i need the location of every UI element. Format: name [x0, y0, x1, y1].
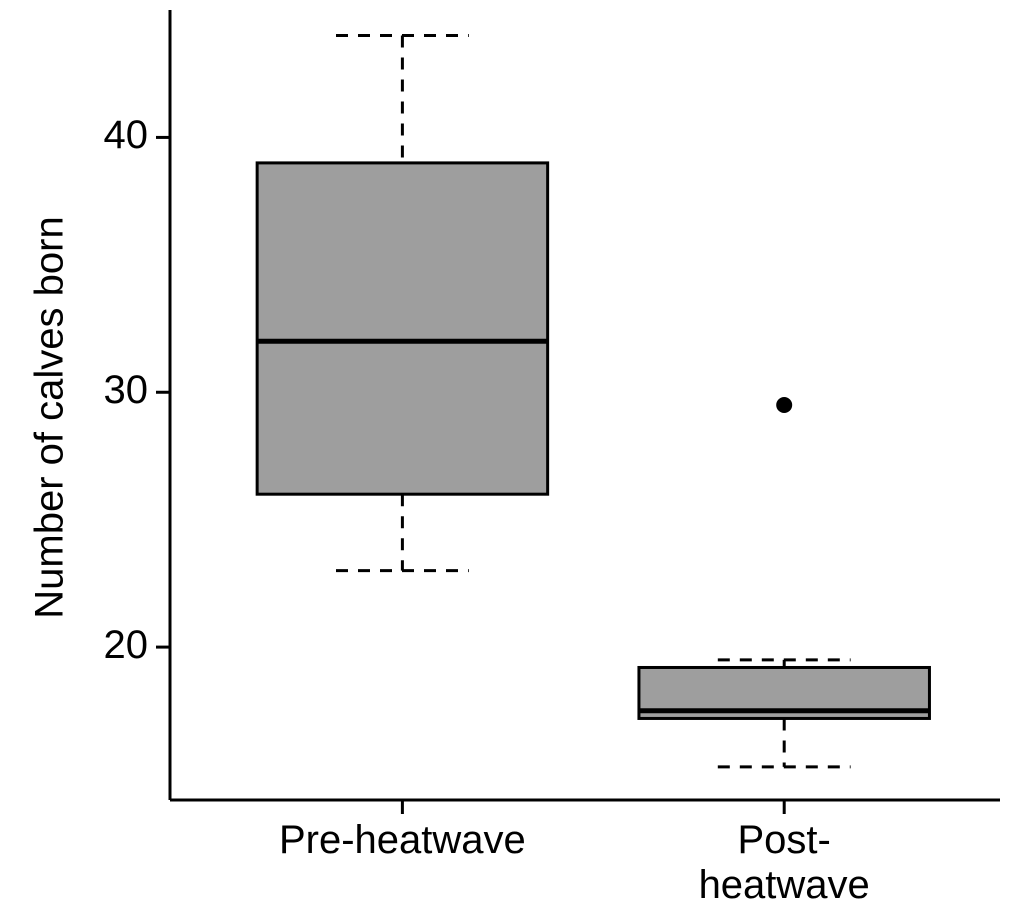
box — [257, 163, 548, 494]
y-tick-label: 20 — [104, 623, 149, 668]
y-tick-label: 40 — [104, 113, 149, 158]
x-tick-label: Post-heatwave — [664, 818, 904, 908]
y-tick-label: 30 — [104, 368, 149, 413]
x-tick-label: Pre-heatwave — [279, 818, 526, 863]
boxplot-chart: Number of calves born 203040 Pre-heatwav… — [0, 0, 1024, 888]
outlier-point — [776, 397, 792, 413]
plot-svg — [0, 0, 1024, 888]
